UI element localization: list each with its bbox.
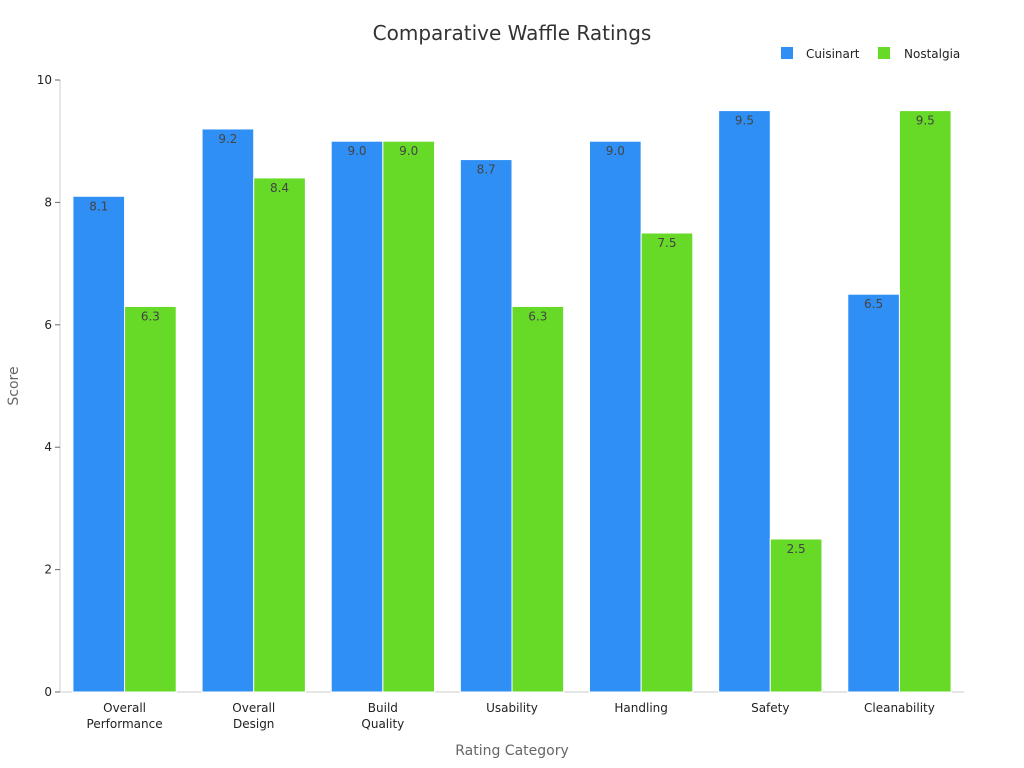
bar-nostalgia-4	[640, 232, 694, 693]
bar-cuisinart-0	[72, 195, 126, 693]
data-label-cuisinart: 9.2	[218, 132, 237, 146]
data-label-cuisinart: 9.0	[606, 144, 625, 158]
x-tick-label-line: Safety	[751, 701, 789, 715]
x-tick-label-line: Performance	[87, 717, 163, 731]
data-label-nostalgia: 6.3	[528, 309, 547, 323]
x-tick-label: Safety	[751, 701, 789, 715]
x-tick-label-line: Usability	[486, 701, 538, 715]
x-tick-label-line: Design	[233, 717, 274, 731]
data-label-nostalgia: 9.0	[399, 144, 418, 158]
data-labels: 8.1 6.3 9.2 8.4 9.0 9.0 8.7 6.3 9.0 7.5 9.5 2.5 6.5 9…	[89, 114, 935, 556]
legend: Cuisinart Nostalgia	[781, 47, 960, 61]
bar-nostalgia-5	[769, 538, 823, 693]
y-axis-title: Score	[6, 366, 22, 405]
x-tick-label: Usability	[486, 701, 538, 715]
data-label-nostalgia: 8.4	[270, 181, 289, 195]
y-tick-label: 0	[44, 685, 52, 699]
legend-label-cuisinart: Cuisinart	[806, 47, 860, 61]
legend-swatch-nostalgia	[878, 47, 890, 59]
bar-cuisinart-3	[459, 159, 513, 693]
y-tick-label: 10	[37, 73, 52, 87]
bar-nostalgia-2	[382, 140, 436, 693]
bar-cuisinart-6	[847, 293, 900, 693]
data-label-nostalgia: 9.5	[916, 114, 935, 128]
y-tick-label: 4	[44, 440, 52, 454]
x-tick-label-line: Build	[368, 701, 398, 715]
data-label-cuisinart: 6.5	[864, 297, 883, 311]
data-label-cuisinart: 9.0	[347, 144, 366, 158]
x-tick-label-line: Cleanability	[864, 701, 935, 715]
x-tick-label: Handling	[614, 701, 668, 715]
x-tick-label-line: Overall	[232, 701, 275, 715]
legend-swatch-cuisinart	[781, 47, 793, 59]
bar-nostalgia-6	[898, 110, 952, 693]
bar-nostalgia-3	[511, 305, 565, 693]
y-tick-label: 6	[44, 318, 52, 332]
bar-nostalgia-1	[253, 177, 306, 693]
data-label-nostalgia: 2.5	[787, 542, 806, 556]
chart-title: Comparative Waffle Ratings	[373, 21, 652, 45]
data-label-nostalgia: 7.5	[657, 236, 676, 250]
x-tick-label-line: Overall	[103, 701, 146, 715]
bar-cuisinart-1	[201, 128, 255, 693]
y-tick-label: 8	[44, 195, 52, 209]
y-axis: 0 2 4 6 8 10	[37, 73, 61, 699]
legend-label-nostalgia: Nostalgia	[904, 47, 960, 61]
bar-cuisinart-4	[588, 140, 642, 693]
x-tick-label: Cleanability	[864, 701, 935, 715]
data-label-cuisinart: 9.5	[735, 114, 754, 128]
x-tick-label: Build Quality	[361, 701, 404, 731]
x-axis: Overall Performance Overall Design Build Qual…	[60, 691, 964, 731]
x-axis-title: Rating Category	[455, 743, 569, 759]
x-tick-label-line: Handling	[614, 701, 668, 715]
data-label-cuisinart: 8.1	[89, 199, 108, 213]
x-tick-label: Overall Performance	[87, 701, 163, 731]
x-tick-label-line: Quality	[361, 717, 404, 731]
bar-cuisinart-2	[330, 140, 384, 693]
y-tick-label: 2	[44, 563, 52, 577]
x-tick-label: Overall Design	[232, 701, 275, 731]
bar-cuisinart-5	[718, 110, 771, 693]
bar-nostalgia-0	[124, 305, 177, 693]
data-label-cuisinart: 8.7	[477, 163, 496, 177]
bars	[72, 110, 952, 693]
data-label-nostalgia: 6.3	[141, 309, 160, 323]
